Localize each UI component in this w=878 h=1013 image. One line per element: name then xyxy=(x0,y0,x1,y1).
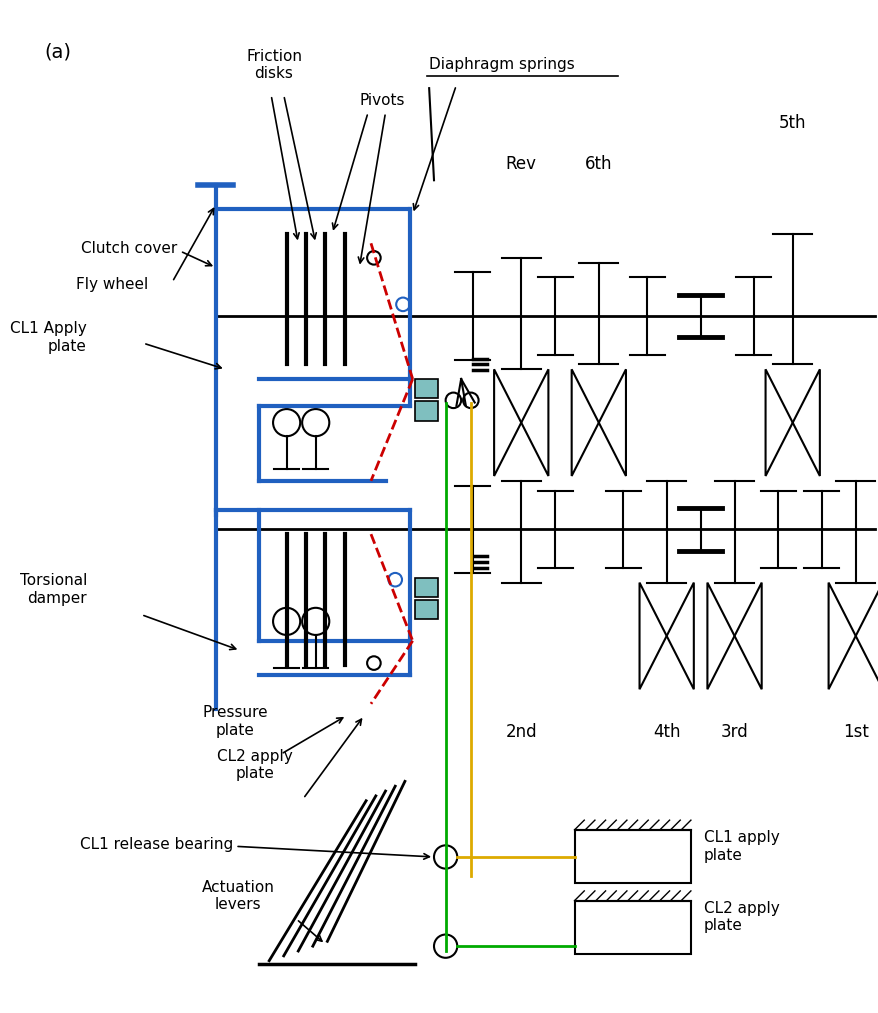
Bar xyxy=(414,379,437,398)
Text: 2nd: 2nd xyxy=(505,723,536,742)
Text: Diaphragm springs: Diaphragm springs xyxy=(428,57,574,72)
Text: 6th: 6th xyxy=(585,155,612,173)
Bar xyxy=(414,577,437,597)
Text: Rev: Rev xyxy=(505,155,536,173)
Text: CL1 apply
plate: CL1 apply plate xyxy=(702,830,779,862)
Text: Fly wheel: Fly wheel xyxy=(76,278,148,293)
Text: Friction
disks: Friction disks xyxy=(246,49,302,81)
Text: CL2 apply
plate: CL2 apply plate xyxy=(702,901,779,933)
Text: 1st: 1st xyxy=(842,723,867,742)
Text: CL1 Apply
plate: CL1 Apply plate xyxy=(11,321,87,354)
Text: Pivots: Pivots xyxy=(359,92,405,107)
Text: 3rd: 3rd xyxy=(720,723,747,742)
Bar xyxy=(574,830,690,883)
Text: (a): (a) xyxy=(44,43,71,62)
Bar xyxy=(574,901,690,954)
Text: 5th: 5th xyxy=(778,113,805,132)
Text: CL2 apply
plate: CL2 apply plate xyxy=(217,749,292,781)
Text: Actuation
levers: Actuation levers xyxy=(201,880,274,913)
Bar xyxy=(414,600,437,619)
Text: Clutch cover: Clutch cover xyxy=(81,241,176,255)
Text: Pressure
plate: Pressure plate xyxy=(202,705,268,737)
Text: Torsional
damper: Torsional damper xyxy=(19,573,87,606)
Text: CL1 release bearing: CL1 release bearing xyxy=(80,837,234,852)
Bar xyxy=(414,401,437,420)
Text: 4th: 4th xyxy=(652,723,680,742)
